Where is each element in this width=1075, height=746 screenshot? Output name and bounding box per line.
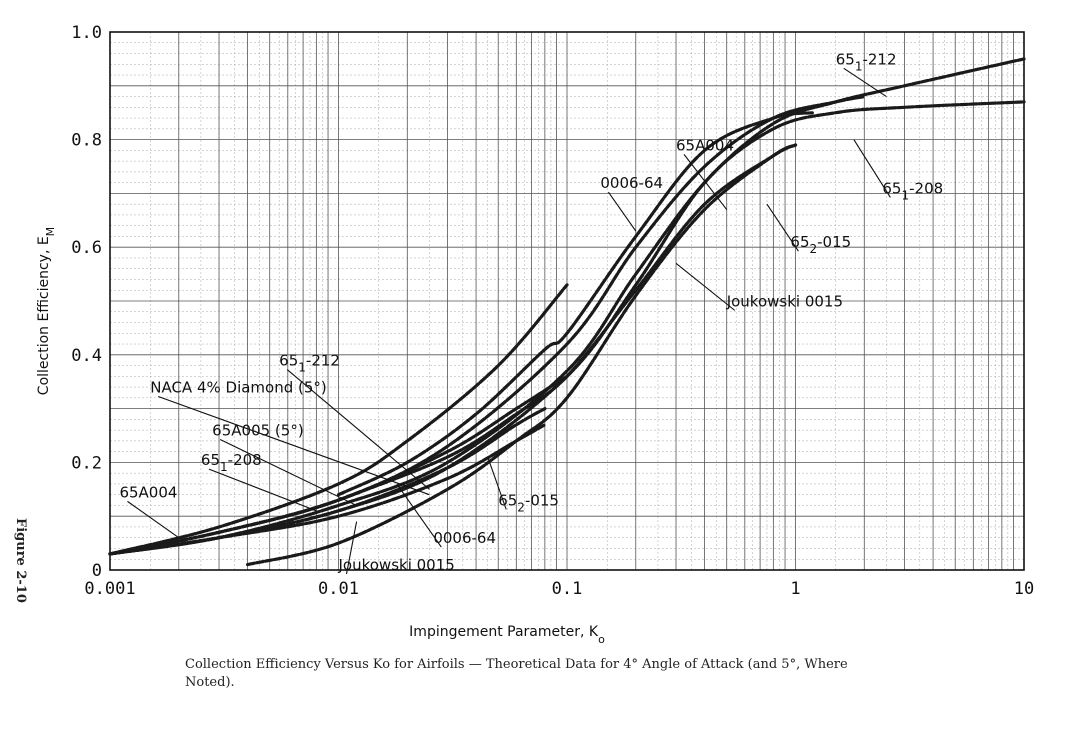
x-axis-label-subscript: o [598,633,605,646]
x-tick-label: 0.001 [84,579,135,599]
series-line-4 [336,111,816,497]
curve-label-suffix: -208 [909,179,943,197]
curve-label-text: 65 [882,179,901,197]
curve-label-suffix: -212 [306,352,340,370]
curve-label-subscript: 2 [517,500,525,514]
curve-label-11: 65A004 [119,483,177,501]
curve-label-9: 65A005 (5°) [212,422,303,440]
annotation-leader-12 [487,456,507,510]
curve-label-4: 651-208 [882,179,943,202]
annotation-leader-14 [345,521,358,575]
curve-label-subscript: 2 [810,242,818,256]
curve-label-subscript: 1 [855,59,863,73]
series-line-7 [108,283,569,556]
series-line-6 [246,143,798,567]
series-line-3 [108,95,866,556]
curve-label-5: 652-015 [790,233,851,256]
curve-label-6: Joukowski 0015 [726,292,843,310]
annotation-leader-10 [208,468,317,512]
curve-label-suffix: -208 [228,451,262,469]
grid-major [109,32,1024,570]
x-tick-label: 10 [1014,579,1034,599]
curve-label-3: 0006-64 [600,174,663,192]
curve-label-2: 65A004 [676,136,734,154]
annotation-leader-3 [607,191,637,232]
y-tick-label: 0 [92,561,102,581]
y-tick-label: 0.2 [71,453,102,473]
series-line-8 [108,374,569,556]
figure-caption: Collection Efficiency Versus Ko for Airf… [185,657,848,690]
curve-label-subscript: 1 [901,188,909,202]
annotation-leader-7 [286,369,430,490]
x-tick-label: 0.1 [552,579,583,599]
curve-label-14: Joukowski 0015 [338,556,455,574]
annotation-leader-13 [396,483,442,548]
series-line-10 [108,423,547,556]
annotation-leader-9 [219,439,357,506]
curve-label-subscript: 1 [298,361,306,375]
curve-label-text: 65 [279,352,298,370]
leader-layer [127,67,891,575]
annotation-leader-5 [766,203,799,252]
curve-label-suffix: -015 [817,233,851,251]
x-axis-label: Impingement Parameter, Ko [409,624,605,646]
y-tick-label: 0.6 [71,238,102,258]
curve-label-text: Joukowski 0015 [726,292,843,310]
curve-label-text: 0006-64 [600,174,663,192]
annotation-leader-6 [675,262,736,311]
curve-label-13: 0006-64 [433,529,496,547]
annotation-leader-11 [127,500,180,539]
y-tick-label: 1.0 [71,23,102,43]
y-axis-label-subscript: M [44,227,57,237]
curve-label-text: 65 [836,50,855,68]
curve-label-text: 65A004 [119,483,177,501]
curve-label-7: 651-212 [279,352,340,375]
figure-label: Figure 2-10 [13,518,28,603]
curve-label-text: 0006-64 [433,529,496,547]
annotation-leader-2 [683,154,728,210]
curve-label-text: 65 [790,233,809,251]
curve-label-text: Joukowski 0015 [338,556,455,574]
curve-label-text: 65 [498,491,517,509]
curve-label-10: 651-208 [201,451,262,474]
curve-label-text: 65A005 (5°) [212,422,303,440]
annotation-leader-8 [158,395,430,496]
x-tick-label: 1 [790,579,800,599]
curve-label-12: 652-015 [498,491,559,514]
curve-label-1: 651-212 [836,50,897,73]
curve-label-text: 65 [201,451,220,469]
curve-label-8: NACA 4% Diamond (5°) [150,378,327,396]
x-tick-label: 0.01 [318,579,359,599]
curve-label-suffix: -015 [525,491,559,509]
curve-label-text: 65A004 [676,136,734,154]
plot-frame [109,31,1025,571]
y-tick-label: 0.4 [71,346,102,366]
curve-label-text: NACA 4% Diamond (5°) [150,378,327,396]
curve-label-subscript: 1 [220,460,228,474]
tick-layer: 0.001 0.01 0.1 1 10 0 0.2 0.4 0.6 0.8 1.0 [71,23,1034,599]
y-axis-label-main: Collection Efficiency, E [36,236,52,395]
annotation-leader-1 [843,67,887,98]
y-tick-label: 0.8 [71,131,102,151]
curve-label-suffix: -212 [862,50,896,68]
y-axis-label: Collection Efficiency, EM [36,227,57,395]
series-layer [108,57,1026,567]
x-axis-label-main: Impingement Parameter, K [409,624,599,640]
annotation-leader-4 [853,139,891,198]
